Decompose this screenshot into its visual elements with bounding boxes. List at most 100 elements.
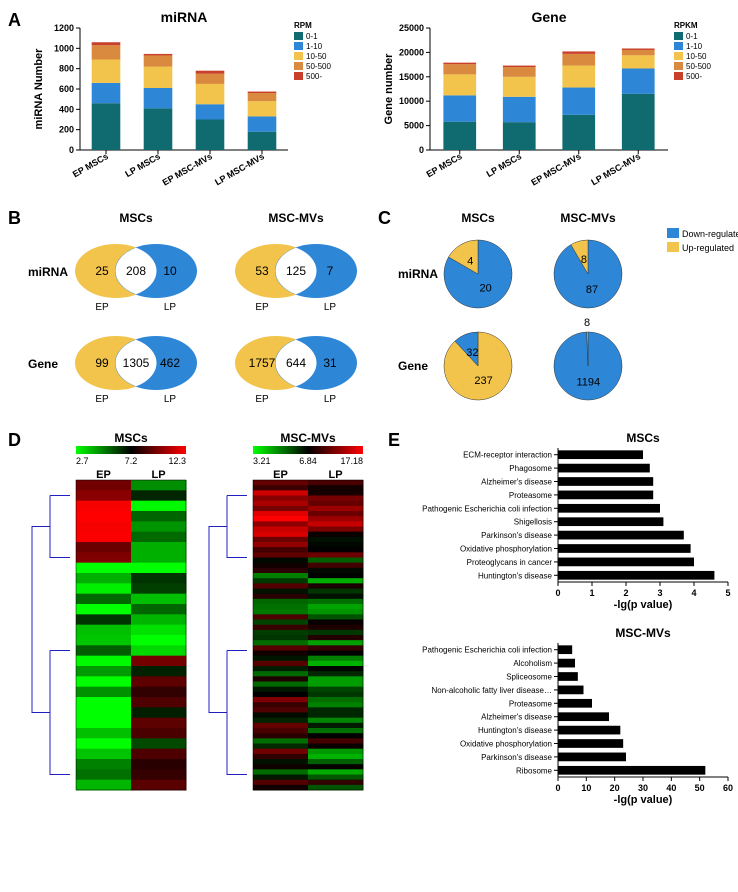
svg-text:644: 644 [286, 356, 306, 370]
svg-text:4: 4 [691, 588, 696, 598]
svg-text:1-10: 1-10 [306, 42, 323, 51]
svg-text:1200: 1200 [54, 23, 74, 33]
svg-text:MSC-MVs: MSC-MVs [560, 211, 616, 225]
svg-text:0: 0 [555, 588, 560, 598]
svg-text:12.3: 12.3 [168, 456, 186, 466]
svg-text:500-: 500- [686, 72, 702, 81]
svg-text:0: 0 [419, 145, 424, 155]
svg-text:17.18: 17.18 [340, 456, 363, 466]
svg-text:7.2: 7.2 [125, 456, 138, 466]
svg-text:25000: 25000 [399, 23, 424, 33]
svg-text:87: 87 [586, 284, 598, 296]
svg-text:Alcoholism: Alcoholism [513, 659, 552, 668]
svg-text:99: 99 [95, 356, 109, 370]
svg-text:EP: EP [255, 394, 269, 405]
svg-text:EP: EP [255, 302, 269, 313]
svg-text:EP MSC-MVs: EP MSC-MVs [161, 151, 214, 188]
panel-a: A miRNA020040060080010001200miRNA Number… [8, 10, 730, 200]
svg-text:50-500: 50-500 [686, 62, 711, 71]
svg-text:LP: LP [328, 469, 342, 481]
svg-text:miRNA: miRNA [161, 9, 208, 25]
svg-text:Oxidative phosphorylation: Oxidative phosphorylation [460, 545, 552, 554]
svg-text:20000: 20000 [399, 47, 424, 57]
svg-text:125: 125 [286, 264, 306, 278]
svg-text:EP MSCs: EP MSCs [425, 151, 464, 179]
svg-text:ECM-receptor interaction: ECM-receptor interaction [463, 451, 552, 460]
svg-text:200: 200 [59, 125, 74, 135]
panel-d-e: D MSCs 2.7 7.2 12.3 EP LP MSC-MVs 3.21 6.84 17.1… [8, 430, 730, 830]
svg-text:8: 8 [584, 317, 590, 329]
svg-text:0-1: 0-1 [686, 32, 698, 41]
svg-text:LP MSC-MVs: LP MSC-MVs [213, 151, 266, 187]
svg-text:30: 30 [638, 783, 648, 793]
svg-text:RPM: RPM [294, 21, 312, 30]
svg-text:20: 20 [480, 282, 492, 294]
svg-text:EP: EP [96, 469, 111, 481]
svg-text:50: 50 [695, 783, 705, 793]
svg-text:Pathogenic Escherichia coli in: Pathogenic Escherichia coli infection [422, 504, 552, 513]
svg-text:Shigellosis: Shigellosis [514, 518, 552, 527]
svg-text:Proteoglycans in cancer: Proteoglycans in cancer [467, 558, 553, 567]
kegg-bars-msc-mvs: MSC-MVs0102030405060-lg(p value)Pathogen… [398, 625, 738, 805]
svg-text:Oxidative phosphorylation: Oxidative phosphorylation [460, 740, 552, 749]
svg-text:15000: 15000 [399, 72, 424, 82]
svg-text:800: 800 [59, 64, 74, 74]
svg-text:10000: 10000 [399, 96, 424, 106]
svg-text:Gene: Gene [398, 359, 428, 373]
svg-text:EP MSCs: EP MSCs [71, 151, 110, 179]
pie-charts: MSCs MSC-MVs Down-regulated Up-regulated miR… [398, 208, 738, 408]
svg-text:EP: EP [273, 469, 288, 481]
svg-text:MSC-MVs: MSC-MVs [268, 211, 324, 225]
figure: A miRNA020040060080010001200miRNA Number… [0, 0, 738, 850]
svg-text:1194: 1194 [576, 376, 600, 388]
svg-text:600: 600 [59, 84, 74, 94]
svg-text:237: 237 [474, 375, 492, 387]
svg-text:Up-regulated: Up-regulated [682, 243, 734, 253]
panel-d-label: D [8, 430, 21, 451]
svg-text:MSCs: MSCs [461, 211, 495, 225]
svg-text:50-500: 50-500 [306, 62, 331, 71]
svg-text:32: 32 [466, 347, 478, 359]
svg-text:Huntington's disease: Huntington's disease [478, 571, 553, 580]
svg-text:10: 10 [581, 783, 591, 793]
svg-text:LP: LP [324, 302, 337, 313]
svg-text:3.21: 3.21 [253, 456, 271, 466]
panel-a-label: A [8, 10, 21, 31]
svg-text:Down-regulated: Down-regulated [682, 229, 738, 239]
svg-text:LP: LP [164, 394, 177, 405]
svg-text:miRNA Number: miRNA Number [33, 48, 45, 130]
svg-text:EP MSC-MVs: EP MSC-MVs [529, 151, 582, 188]
svg-text:Parkinson's disease: Parkinson's disease [481, 531, 552, 540]
svg-text:LP MSCs: LP MSCs [123, 151, 162, 179]
svg-text:0: 0 [555, 783, 560, 793]
svg-text:MSCs: MSCs [114, 431, 148, 445]
venn-diagrams: MSCsMSC-MVsmiRNA2520810EPLP531257EPLPGen… [26, 208, 356, 408]
svg-text:5000: 5000 [404, 121, 424, 131]
svg-text:MSC-MVs: MSC-MVs [615, 626, 671, 640]
svg-text:Phagosome: Phagosome [509, 464, 552, 473]
svg-text:miRNA: miRNA [398, 267, 438, 281]
svg-text:Gene: Gene [531, 9, 566, 25]
svg-text:EP: EP [95, 302, 109, 313]
svg-text:10-50: 10-50 [306, 52, 327, 61]
svg-text:Alzheimer's disease: Alzheimer's disease [481, 713, 552, 722]
svg-text:208: 208 [126, 264, 146, 278]
svg-text:Pathogenic Escherichia coli in: Pathogenic Escherichia coli infection [422, 646, 552, 655]
svg-text:LP: LP [151, 469, 165, 481]
svg-text:1: 1 [589, 588, 594, 598]
svg-text:5: 5 [725, 588, 730, 598]
svg-text:10-50: 10-50 [686, 52, 707, 61]
svg-text:0-1: 0-1 [306, 32, 318, 41]
svg-text:2.7: 2.7 [76, 456, 89, 466]
heatmap-msc-mvs: MSC-MVs3.216.8417.18EPLP [203, 430, 378, 820]
gene-bar-chart: Gene0500010000150002000025000Gene number… [378, 10, 738, 190]
svg-text:Non-alcoholic fatty liver dise: Non-alcoholic fatty liver disease… [432, 686, 553, 695]
svg-text:25: 25 [95, 264, 109, 278]
panel-b-c: B MSCsMSC-MVsmiRNA2520810EPLP531257EPLPG… [8, 208, 730, 418]
svg-text:LP MSC-MVs: LP MSC-MVs [589, 151, 642, 187]
svg-text:6.84: 6.84 [299, 456, 317, 466]
svg-text:LP: LP [164, 302, 177, 313]
heatmap-mscs: MSCs 2.7 7.2 12.3 EP LP [26, 430, 201, 820]
svg-text:RPKM: RPKM [674, 21, 698, 30]
svg-text:1-10: 1-10 [686, 42, 703, 51]
